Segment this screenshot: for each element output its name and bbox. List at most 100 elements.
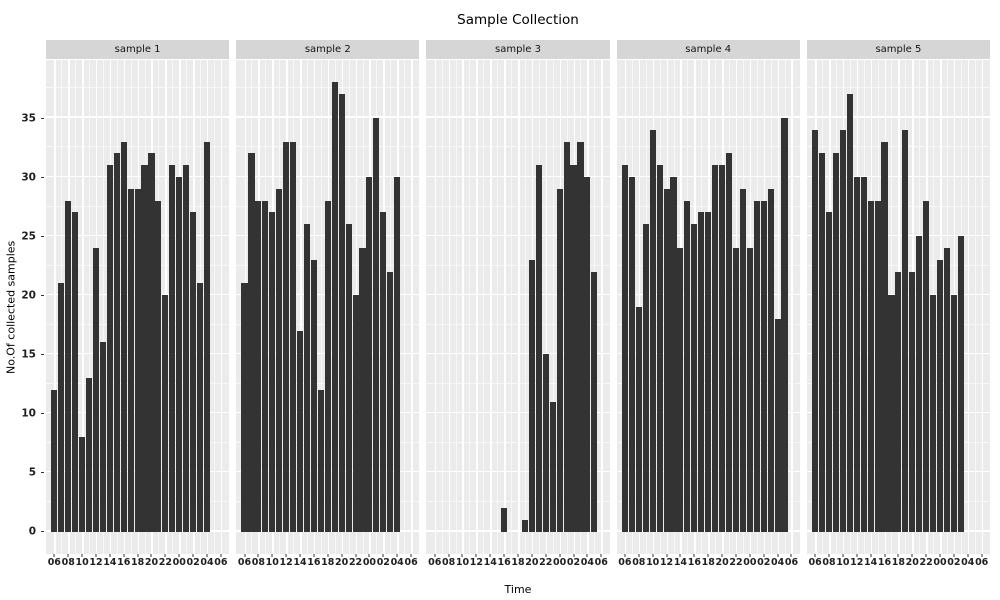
bar <box>753 200 760 532</box>
facet-2: sample 2 06 08 10 12 14 16 18 20 22 00 02 04 06 <box>236 40 420 570</box>
facet-strip-label: sample 2 <box>304 44 351 55</box>
x-tick-mark <box>448 554 450 557</box>
bar <box>663 188 670 532</box>
x-tick-mark <box>475 554 477 557</box>
gridline-major-v <box>981 60 984 554</box>
chart-panel <box>46 60 230 554</box>
x-tick-label: 02 <box>947 557 961 568</box>
bar <box>366 177 373 532</box>
bar <box>909 271 916 532</box>
x-tick-mark <box>341 554 343 557</box>
bar <box>190 212 197 532</box>
bar <box>373 117 380 532</box>
gridline-major-v <box>490 60 492 554</box>
x-tick-label: 12 <box>850 557 864 568</box>
facet-strip-label: sample 3 <box>495 44 541 55</box>
x-tick-label: 12 <box>279 557 293 568</box>
x-tick-mark <box>679 554 681 557</box>
x-tick-label: 10 <box>836 557 850 568</box>
x-tick-label: 02 <box>566 557 581 568</box>
bar <box>255 200 262 532</box>
gridline-major-v <box>601 60 603 554</box>
bar <box>936 259 944 532</box>
plot-area: sample 1 06 08 10 12 14 16 18 20 22 00 02 04 06 sample… <box>46 40 991 570</box>
bar <box>352 295 359 532</box>
x-tick-mark <box>109 554 111 557</box>
x-tick-label: 10 <box>75 557 89 568</box>
x-tick-mark <box>257 554 259 557</box>
x-tick-mark <box>434 554 436 557</box>
gridline-major-v <box>300 60 302 554</box>
x-tick-mark <box>327 554 329 557</box>
facet-strip-label: sample 4 <box>685 44 732 55</box>
x-tick-label: 08 <box>251 557 266 568</box>
bar <box>846 94 853 532</box>
x-tick-mark <box>368 554 370 557</box>
bar <box>902 129 909 532</box>
x-tick-mark <box>137 554 139 557</box>
x-tick-label: 10 <box>455 557 470 568</box>
x-tick-mark <box>763 554 765 557</box>
x-tick-label: 16 <box>307 557 321 568</box>
bar <box>881 141 888 532</box>
bar <box>276 188 283 532</box>
gridline-minor-v <box>404 60 406 554</box>
bar <box>677 247 684 532</box>
bar <box>148 153 155 532</box>
x-tick-label: 06 <box>975 557 989 568</box>
x-tick-mark <box>489 554 491 557</box>
bar <box>387 271 394 532</box>
x-tick-label: 06 <box>784 557 799 568</box>
facet-strip-label: sample 5 <box>875 44 922 55</box>
x-tick-mark <box>206 554 208 557</box>
bar <box>113 153 120 532</box>
x-tick-mark <box>53 554 55 557</box>
facet-1: sample 1 06 08 10 12 14 16 18 20 22 00 02 04 06 <box>46 40 230 570</box>
x-tick-mark <box>461 554 463 557</box>
chart-panel <box>616 60 800 554</box>
bar <box>725 153 733 532</box>
bar <box>176 177 183 532</box>
facet-4: sample 4 06 08 10 12 14 16 18 20 22 00 02 04 06 <box>616 40 800 570</box>
x-tick-mark <box>220 554 222 557</box>
y-axis: 0 5 10 15 20 25 30 35 <box>0 61 45 554</box>
bar <box>812 129 819 532</box>
bar <box>535 165 542 532</box>
x-tick-mark <box>285 554 287 557</box>
x-tick-mark <box>939 554 941 557</box>
x-tick-label: 22 <box>729 557 743 568</box>
gridline-minor-v <box>213 60 215 554</box>
bar <box>957 236 964 532</box>
y-tick-label: 5 <box>28 466 36 479</box>
gridline-minor-v <box>974 60 976 554</box>
gridline-minor-v <box>102 60 104 554</box>
chart-panel <box>806 60 991 554</box>
x-tick-mark <box>586 554 588 557</box>
bar <box>324 200 331 532</box>
x-tick-mark <box>95 554 97 557</box>
x-tick-label: 02 <box>376 557 390 568</box>
x-tick-mark <box>870 554 872 557</box>
x-tick-mark <box>81 554 83 557</box>
x-tick-label: 10 <box>265 557 279 568</box>
x-tick-label: 00 <box>362 557 377 568</box>
bar <box>556 188 563 532</box>
x-tick-label: 22 <box>348 557 363 568</box>
x-tick-mark <box>721 554 723 557</box>
x-tick-mark <box>981 554 983 557</box>
x-tick-label: 06 <box>594 557 608 568</box>
bar <box>670 177 677 532</box>
x-tick-label: 06 <box>428 557 442 568</box>
x-tick-label: 08 <box>632 557 646 568</box>
facet-strip: sample 5 <box>806 40 991 59</box>
y-tick-mark <box>41 530 44 532</box>
bar <box>950 295 957 532</box>
bar <box>134 188 141 532</box>
x-tick-label: 08 <box>61 557 75 568</box>
gridline-minor-v <box>552 60 554 554</box>
gridline-major-v <box>448 60 451 554</box>
y-tick-label: 20 <box>21 289 36 302</box>
x-tick-label: 06 <box>214 557 228 568</box>
gridline-minor-v <box>455 60 457 554</box>
x-tick-mark <box>777 554 779 557</box>
